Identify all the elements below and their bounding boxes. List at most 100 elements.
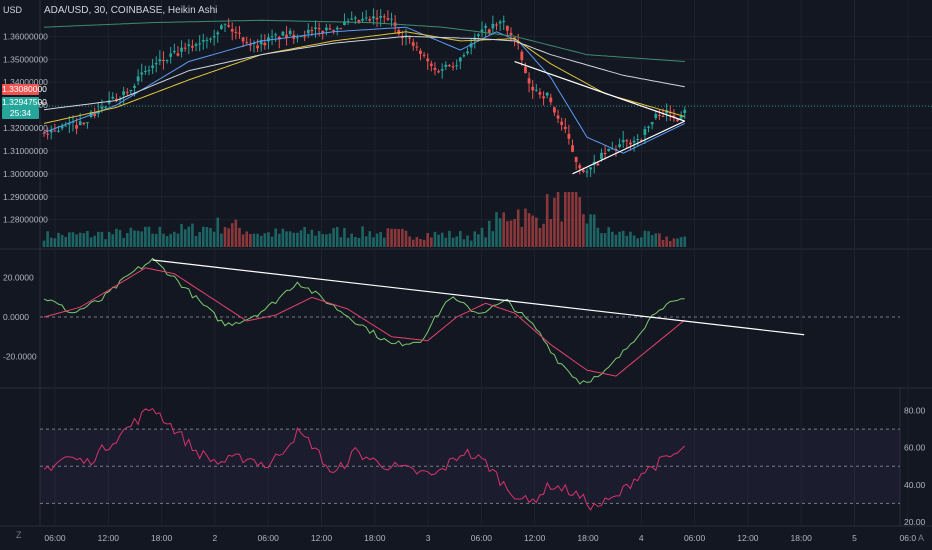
volume-bar (357, 237, 361, 247)
price-trendline (514, 60, 685, 122)
candle (194, 42, 198, 52)
candle (437, 69, 440, 74)
candle (491, 15, 495, 36)
volume-bar (71, 232, 75, 247)
volume-bar (542, 223, 545, 247)
volume-bar (658, 233, 661, 247)
candle-body (676, 119, 679, 122)
candle-body (390, 18, 393, 20)
volume-bar (603, 233, 607, 247)
candle-body (683, 109, 687, 113)
candle (75, 118, 78, 135)
volume-bar (75, 234, 78, 247)
volume-bar (223, 227, 227, 247)
volume-bar (154, 233, 158, 247)
volume-bar (263, 233, 267, 247)
volume-bar (173, 231, 176, 247)
volume-bar (104, 239, 107, 247)
volume-bar (629, 231, 632, 247)
volume-bar (140, 231, 144, 247)
price-tick-label: 1.31000000 (3, 146, 48, 156)
candle-body (538, 92, 542, 95)
oscillator-series-line (43, 257, 685, 385)
auto-scale-icon[interactable]: A (918, 533, 925, 543)
candle-body (219, 25, 223, 29)
candle (274, 32, 278, 42)
candle (556, 109, 560, 124)
candle-body (397, 30, 401, 34)
volume-bar (563, 192, 567, 247)
volume-bar (621, 230, 625, 247)
volume-bar (288, 231, 292, 247)
volume-bar (274, 228, 277, 247)
candle (538, 88, 542, 99)
candle (549, 93, 553, 106)
candle-body (115, 98, 118, 101)
symbol-title[interactable]: ADA/USD, 30, COINBASE, Heikin Ashi (44, 5, 218, 16)
volume-bar (321, 234, 325, 247)
volume-bar (393, 228, 397, 247)
candle-body (328, 28, 332, 30)
candle-body (672, 115, 676, 118)
candle (343, 13, 346, 26)
time-tick-label: 18:00 (364, 533, 386, 543)
candle (458, 56, 462, 70)
volume-bar (46, 231, 49, 247)
candle-body (495, 24, 498, 26)
volume-bar (451, 237, 455, 247)
candle-body (578, 165, 582, 169)
candle-body (321, 30, 325, 33)
candle (440, 63, 444, 79)
volume-bar (487, 220, 491, 247)
candle-body (104, 106, 107, 108)
volume-bar (205, 226, 209, 247)
volume-bar (317, 231, 321, 247)
candle-body (357, 19, 361, 23)
volume-bar (386, 228, 390, 247)
last-price-tag: 1.32947500 (2, 97, 47, 108)
candle (296, 34, 299, 43)
volume-bar (354, 236, 357, 247)
tz-corner-icon[interactable]: Z (16, 530, 22, 540)
volume-bar (144, 226, 147, 247)
candle (122, 86, 126, 105)
rsi-tick-label: 40.00 (904, 480, 926, 490)
candle-body (581, 170, 585, 172)
time-tick-label: 12:00 (737, 533, 759, 543)
volume-bar (397, 228, 401, 247)
volume-bar (303, 227, 306, 247)
volume-bar (361, 226, 364, 247)
candle-body (364, 17, 368, 19)
volume-bar (618, 231, 621, 247)
volume-bar (592, 214, 596, 247)
volume-bar (578, 197, 582, 247)
volume-bar (245, 231, 249, 247)
rsi-line (43, 407, 686, 511)
candle (339, 27, 343, 30)
volume-bar (343, 227, 346, 247)
volume-bar (509, 220, 513, 247)
candle-body (162, 60, 165, 62)
candle (256, 39, 259, 53)
candle-body (125, 91, 129, 93)
candle-body (571, 145, 574, 152)
candle (172, 43, 176, 55)
candle (49, 125, 53, 140)
candle-body (440, 69, 444, 71)
volume-bar (328, 233, 332, 247)
volume-bar (368, 231, 372, 247)
candle-body (419, 50, 422, 54)
candle (400, 30, 404, 46)
candle-body (234, 31, 238, 33)
volume-bar (654, 233, 658, 247)
candle (241, 36, 245, 48)
candle (270, 29, 274, 46)
candle-body (549, 97, 553, 103)
volume-bar (437, 234, 440, 247)
volume-bar (611, 231, 614, 247)
candle (136, 69, 140, 86)
candle (484, 23, 488, 37)
candle (277, 35, 281, 49)
